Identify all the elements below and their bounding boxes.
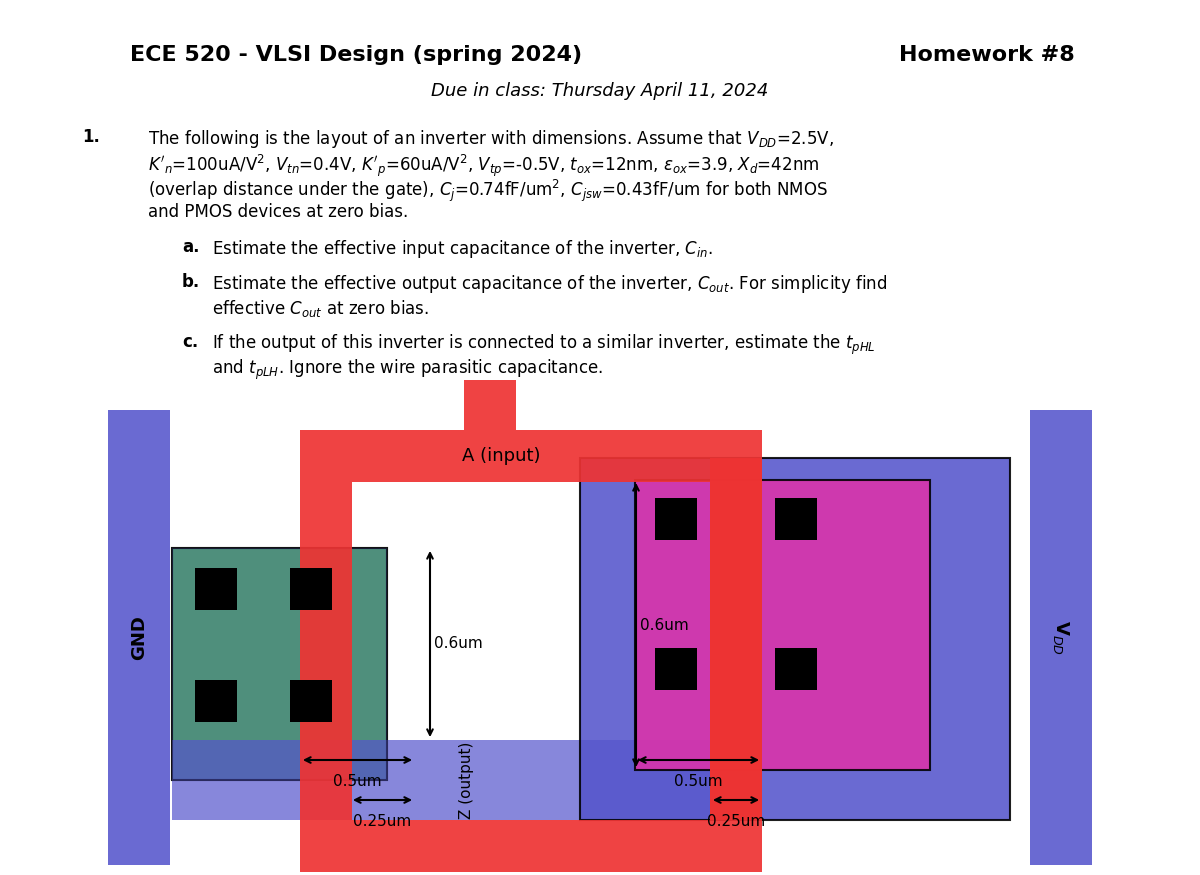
- Text: 0.6um: 0.6um: [640, 618, 689, 633]
- Bar: [172, 548, 386, 780]
- Text: 0.25um: 0.25um: [353, 814, 412, 829]
- Text: Estimate the effective output capacitance of the inverter, $C_{out}$. For simpli: Estimate the effective output capacitanc…: [212, 273, 887, 295]
- Bar: [655, 648, 697, 690]
- Text: If the output of this inverter is connected to a similar inverter, estimate the : If the output of this inverter is connec…: [212, 333, 876, 357]
- Bar: [710, 458, 762, 820]
- Text: c.: c.: [182, 333, 198, 351]
- Bar: [635, 480, 930, 770]
- Text: The following is the layout of an inverter with dimensions. Assume that $V_{DD}$: The following is the layout of an invert…: [148, 128, 834, 150]
- Bar: [300, 820, 762, 872]
- Bar: [710, 482, 762, 820]
- Bar: [290, 568, 332, 610]
- Text: (overlap distance under the gate), $C_j$=0.74fF/um$^2$, $C_{jsw}$=0.43fF/um for : (overlap distance under the gate), $C_j$…: [148, 178, 828, 204]
- Bar: [655, 498, 697, 540]
- Text: Homework #8: Homework #8: [899, 45, 1075, 65]
- Text: 0.25um: 0.25um: [707, 814, 766, 829]
- Text: $K'_n$=100uA/V$^2$, $V_{tn}$=0.4V, $K'_p$=60uA/V$^2$, $V_{tp}$=-0.5V, $t_{ox}$=1: $K'_n$=100uA/V$^2$, $V_{tn}$=0.4V, $K'_p…: [148, 153, 820, 179]
- Text: and PMOS devices at zero bias.: and PMOS devices at zero bias.: [148, 203, 408, 221]
- Text: ECE 520 - VLSI Design (spring 2024): ECE 520 - VLSI Design (spring 2024): [130, 45, 582, 65]
- Bar: [300, 482, 352, 820]
- Bar: [464, 380, 516, 430]
- Text: b.: b.: [182, 273, 200, 291]
- Text: and $t_{pLH}$. Ignore the wire parasitic capacitance.: and $t_{pLH}$. Ignore the wire parasitic…: [212, 358, 602, 382]
- Text: GND: GND: [130, 615, 148, 660]
- Bar: [172, 740, 762, 820]
- Text: A (input): A (input): [462, 447, 540, 465]
- Text: effective $C_{out}$ at zero bias.: effective $C_{out}$ at zero bias.: [212, 298, 430, 319]
- Bar: [194, 568, 238, 610]
- Bar: [775, 648, 817, 690]
- Bar: [1030, 410, 1092, 865]
- Text: 1.: 1.: [82, 128, 100, 146]
- Text: V$_{DD}$: V$_{DD}$: [1051, 620, 1072, 655]
- Bar: [290, 680, 332, 722]
- Bar: [300, 430, 762, 482]
- Text: 0.5um: 0.5um: [334, 774, 382, 789]
- Text: Due in class: Thursday April 11, 2024: Due in class: Thursday April 11, 2024: [431, 82, 769, 100]
- Bar: [194, 680, 238, 722]
- Text: 0.6um: 0.6um: [434, 636, 482, 652]
- Bar: [775, 498, 817, 540]
- Bar: [108, 410, 170, 865]
- Text: Estimate the effective input capacitance of the inverter, $C_{in}$.: Estimate the effective input capacitance…: [212, 238, 713, 260]
- Bar: [172, 548, 386, 780]
- Bar: [580, 458, 1010, 820]
- Text: a.: a.: [182, 238, 199, 256]
- Text: 0.5um: 0.5um: [674, 774, 722, 789]
- Text: Z (output): Z (output): [460, 741, 474, 819]
